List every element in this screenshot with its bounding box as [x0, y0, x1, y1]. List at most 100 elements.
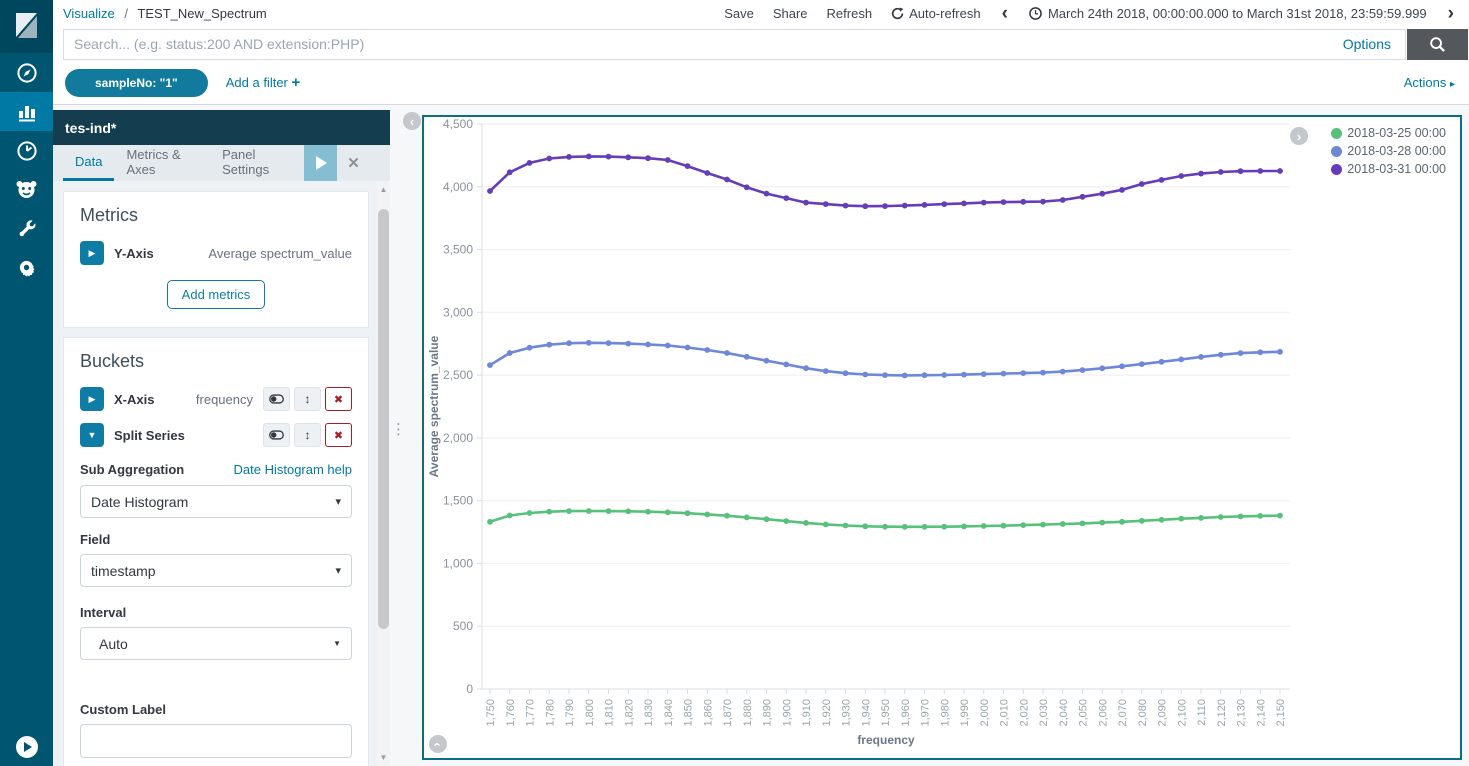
top-menu: Save Share Refresh Auto-refresh ‹ March …: [724, 2, 1456, 24]
editor-scrollbar[interactable]: ▲ ▼: [377, 181, 390, 766]
sidebar-item-management[interactable]: [0, 248, 53, 287]
sidebar-item-visualize[interactable]: [0, 92, 53, 131]
series-2018-03-31 00:00: [487, 153, 1283, 210]
svg-text:2,100: 2,100: [1176, 699, 1188, 727]
interval-select[interactable]: Auto ▼: [80, 627, 352, 660]
delete-x-icon: ✖: [333, 429, 344, 442]
auto-refresh-button[interactable]: Auto-refresh: [891, 6, 981, 21]
svg-text:2,500: 2,500: [443, 368, 473, 382]
svg-text:1,990: 1,990: [959, 699, 971, 727]
buckets-card: Buckets ▶ X-Axis frequency ↕ ✖: [63, 337, 369, 766]
svg-text:2,070: 2,070: [1117, 699, 1129, 727]
tab-panel-settings[interactable]: Panel Settings: [222, 146, 270, 177]
svg-text:2,060: 2,060: [1097, 699, 1109, 727]
svg-text:1,910: 1,910: [801, 699, 813, 727]
sidebar-item-timelion[interactable]: [0, 170, 53, 209]
compass-icon: [16, 62, 37, 83]
svg-text:1,860: 1,860: [702, 699, 714, 727]
options-link[interactable]: Options: [1342, 36, 1391, 52]
triangle-right-icon: ▸: [1449, 79, 1455, 90]
sidebar-item-dev-tools[interactable]: [0, 209, 53, 248]
svg-text:3,000: 3,000: [443, 305, 473, 319]
expand-x-axis-button[interactable]: ▶: [80, 387, 104, 411]
breadcrumb: Visualize / TEST_New_Spectrum: [63, 6, 267, 21]
scrollbar-thumb[interactable]: [378, 209, 389, 629]
search-input[interactable]: [64, 36, 1329, 52]
gauge-icon: [16, 140, 37, 161]
svg-text:1,500: 1,500: [443, 494, 473, 508]
panel-resize-handle[interactable]: ⋮: [391, 421, 406, 438]
legend-toggle-button[interactable]: ›: [1290, 127, 1308, 145]
spectrum-line-chart: 0 500 1,000 1,500 2,000 2,500 3,000 3,500 4,000 4…: [427, 117, 1290, 747]
svg-text:2,120: 2,120: [1216, 699, 1228, 727]
chevron-down-icon: ▾: [335, 496, 341, 508]
disable-x-axis-toggle[interactable]: [263, 387, 290, 411]
time-back-chevron[interactable]: ‹: [1001, 2, 1008, 24]
apply-changes-button[interactable]: [304, 145, 337, 181]
svg-text:2,010: 2,010: [999, 699, 1011, 727]
scroll-down-icon[interactable]: ▼: [379, 753, 388, 762]
add-filter-button[interactable]: Add a filter +: [225, 74, 301, 91]
scroll-up-icon[interactable]: ▲: [379, 185, 388, 194]
date-histogram-help-link[interactable]: Date Histogram help: [233, 462, 353, 477]
move-split-series-button[interactable]: ↕: [294, 423, 321, 447]
chevron-up-icon: ‹: [430, 741, 446, 747]
svg-text:1,950: 1,950: [880, 699, 892, 727]
refresh-button[interactable]: Refresh: [826, 6, 873, 21]
add-metrics-button[interactable]: Add metrics: [166, 280, 266, 309]
sidebar-item-dashboard[interactable]: [0, 131, 53, 170]
svg-text:1,750: 1,750: [485, 699, 497, 727]
chart-container: 0 500 1,000 1,500 2,000 2,500 3,000 3,500 4,000 4…: [422, 115, 1462, 760]
search-button[interactable]: [1407, 28, 1468, 60]
chevron-down-icon: ▼: [333, 639, 341, 648]
breadcrumb-visualize-link[interactable]: Visualize: [63, 6, 115, 21]
move-x-axis-button[interactable]: ↕: [294, 387, 321, 411]
time-forward-chevron[interactable]: ›: [1447, 2, 1454, 24]
filter-pill-sampleno[interactable]: sampleNo: "1": [65, 68, 208, 97]
series-2018-03-25 00:00: [487, 508, 1283, 530]
y-axis-label: Y-Axis: [114, 245, 154, 261]
delete-split-series-button[interactable]: ✖: [325, 423, 352, 447]
collapse-sidebar-button[interactable]: [15, 736, 38, 758]
actions-menu-button[interactable]: Actions ▸: [1403, 75, 1455, 90]
legend-item[interactable]: 2018-03-31 00:00: [1331, 162, 1446, 176]
top-bar: Visualize / TEST_New_Spectrum Save Share…: [53, 0, 1469, 27]
filter-bar: sampleNo: "1" Add a filter + Actions ▸: [53, 61, 1469, 105]
save-button[interactable]: Save: [724, 6, 754, 21]
legend-dot-icon: [1331, 163, 1343, 175]
share-button[interactable]: Share: [772, 6, 808, 21]
svg-text:1,980: 1,980: [939, 699, 951, 727]
legend-item[interactable]: 2018-03-25 00:00: [1331, 126, 1446, 140]
expand-y-axis-button[interactable]: ▶: [80, 241, 104, 265]
bucket-row-x-axis: ▶ X-Axis frequency ↕ ✖: [80, 386, 352, 412]
svg-text:1,000: 1,000: [443, 556, 473, 570]
svg-text:2,030: 2,030: [1038, 699, 1050, 727]
tab-data[interactable]: Data: [63, 145, 115, 181]
custom-label-label: Custom Label: [80, 702, 166, 717]
time-range-picker[interactable]: March 24th 2018, 00:00:00.000 to March 3…: [1029, 6, 1427, 21]
sidebar-item-discover[interactable]: [0, 53, 53, 92]
side-navigation: [0, 0, 53, 766]
x-axis: 1,750 1,760 1,770 1,780 1,790 1,800 1,810 1,820…: [482, 688, 1290, 747]
field-select[interactable]: timestamp ▾: [80, 554, 352, 587]
svg-text:2,110: 2,110: [1196, 699, 1208, 726]
discard-changes-button[interactable]: ✕: [337, 145, 370, 181]
svg-text:1,960: 1,960: [900, 699, 912, 727]
custom-label-input[interactable]: [80, 724, 352, 758]
tab-metrics-axes[interactable]: Metrics & Axes: [126, 146, 181, 177]
scroll-to-top-button[interactable]: ‹: [429, 735, 447, 753]
collapse-split-series-button[interactable]: ▼: [80, 423, 104, 447]
delete-x-axis-button[interactable]: ✖: [325, 387, 352, 411]
svg-text:1,900: 1,900: [781, 699, 793, 727]
clock-icon: [1029, 7, 1042, 20]
metrics-heading: Metrics: [80, 205, 138, 225]
timelion-face-icon: [16, 181, 37, 198]
legend-item[interactable]: 2018-03-28 00:00: [1331, 144, 1446, 158]
editor-body: Metrics ▶ Y-Axis Average spectrum_value …: [53, 181, 377, 766]
sub-aggregation-select[interactable]: Date Histogram ▾: [80, 485, 352, 518]
time-range-text: March 24th 2018, 00:00:00.000 to March 3…: [1047, 6, 1427, 21]
disable-split-series-toggle[interactable]: [263, 423, 290, 447]
collapse-editor-button[interactable]: ‹: [403, 112, 421, 130]
kibana-logo[interactable]: [0, 0, 53, 53]
